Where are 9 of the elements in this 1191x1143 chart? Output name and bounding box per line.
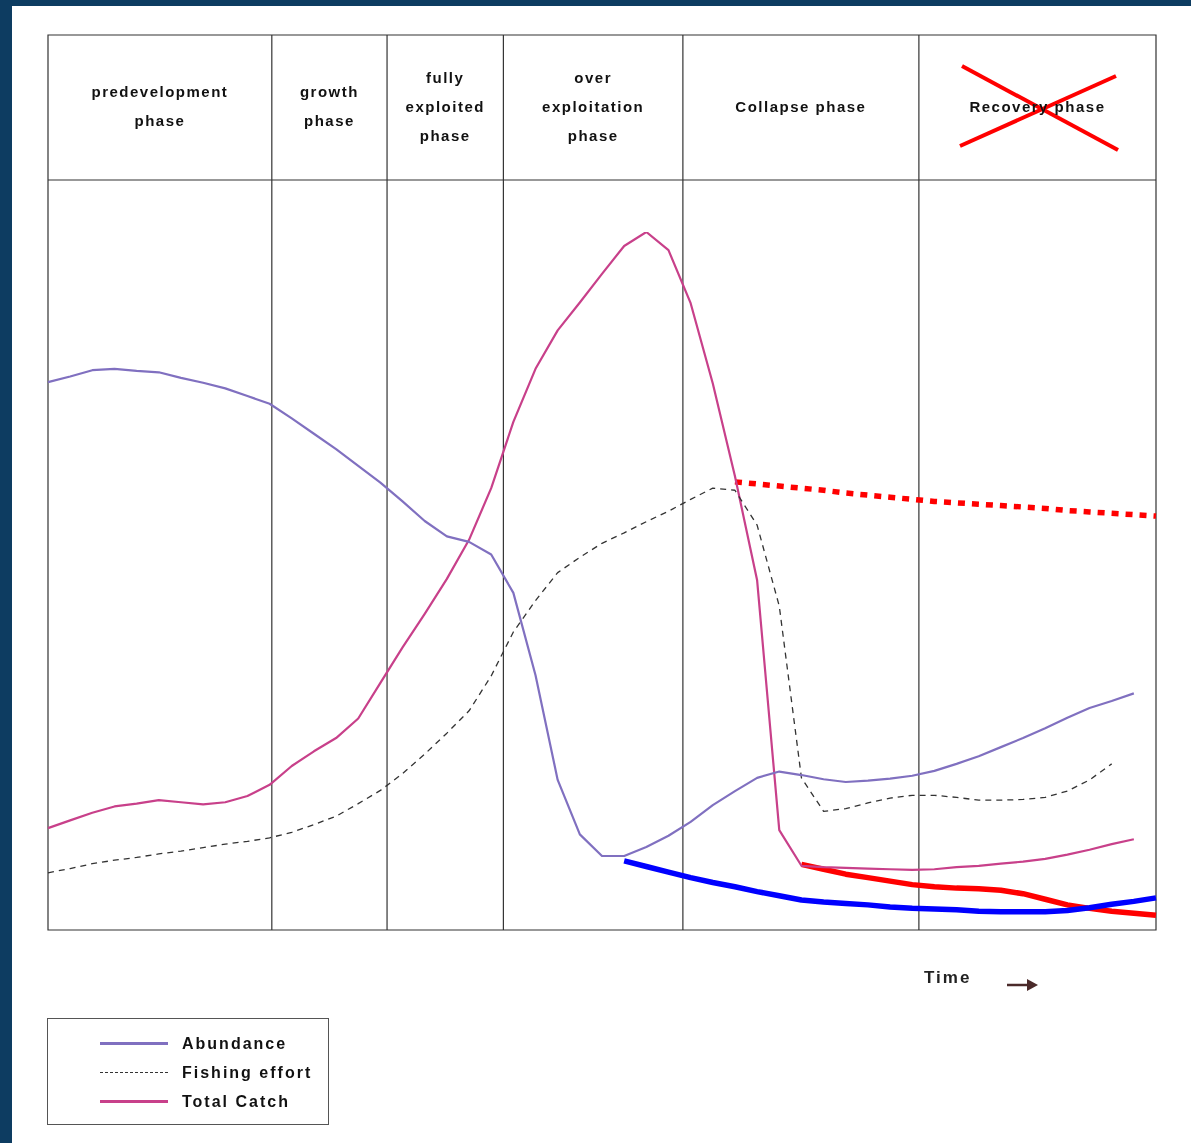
text: growth phase — [299, 83, 359, 130]
text: Collapse phase — [735, 97, 867, 115]
legend-label: Fishing effort — [182, 1063, 313, 1082]
legend-label: Abundance — [182, 1034, 288, 1053]
text: predevelopment phase — [91, 83, 229, 130]
legend-label: Total Catch — [182, 1092, 290, 1111]
text: fully exploited phase — [405, 68, 485, 144]
text: over exploitation phase — [542, 68, 645, 144]
x-axis-title: Time — [924, 968, 972, 988]
